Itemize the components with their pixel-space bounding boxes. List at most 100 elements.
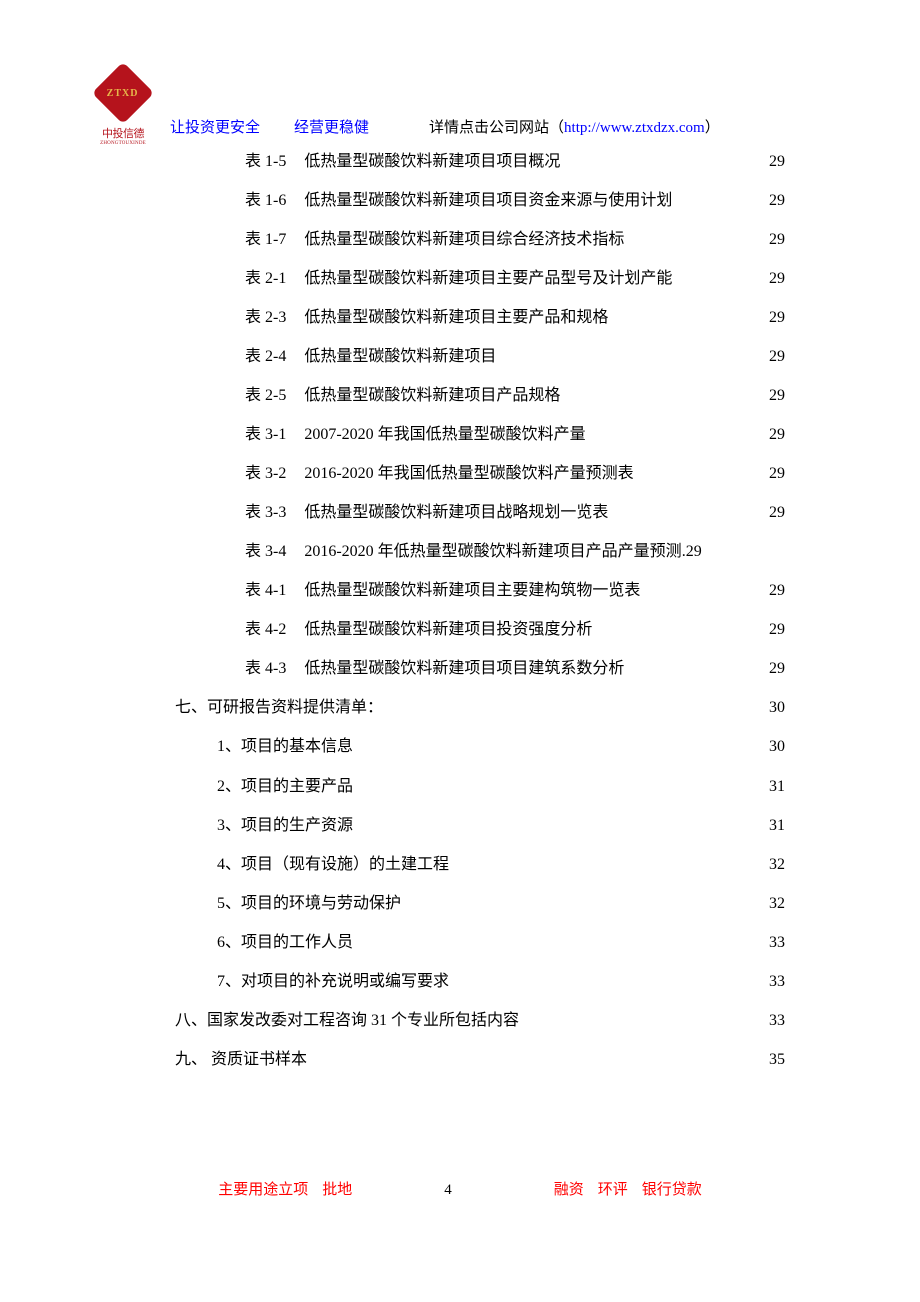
toc-page-number: 31 [769, 806, 785, 845]
toc-table-label: 表 4-1 [245, 571, 286, 610]
toc-row: 5、项目的环境与劳动保护 32 [175, 884, 785, 923]
toc-row: 3、项目的生产资源 31 [175, 806, 785, 845]
toc-table-label: 表 2-3 [245, 298, 286, 337]
toc-table-label: 表 2-5 [245, 376, 286, 415]
toc-page-number: 29 [769, 376, 785, 415]
toc-row: 表 2-3低热量型碳酸饮料新建项目主要产品和规格29 [175, 298, 785, 337]
toc-content: 表 1-5 低热量型碳酸饮料新建项目项目概况 29 表 1-6 低热量型碳酸饮料新建项目… [175, 142, 785, 1079]
footer-t3: 融资 [554, 1182, 584, 1198]
footer-t5: 银行贷款 [642, 1182, 702, 1198]
toc-title: 低热量型碳酸饮料新建项目投资强度分析 [304, 610, 592, 649]
toc-title: 7、对项目的补充说明或编写要求 [217, 962, 449, 1001]
toc-row: 表 1-6低热量型碳酸饮料新建项目项目资金来源与使用计划29 [175, 181, 785, 220]
toc-leader-dots [640, 579, 769, 595]
header-info-suffix: ） [705, 116, 720, 137]
toc-page-number: 33 [769, 923, 785, 962]
toc-title: 2016-2020 年我国低热量型碳酸饮料产量预测表 [304, 454, 633, 493]
toc-leader-dots [307, 1048, 769, 1064]
toc-title: 5、项目的环境与劳动保护 [217, 884, 401, 923]
footer-page-no: 4 [444, 1182, 452, 1198]
logo-subtext: ZHONGTOUXINDE [96, 141, 150, 146]
toc-table-label: 表 1-6 [245, 181, 286, 220]
toc-table-label: 表 3-4 [245, 532, 286, 571]
toc-page-number: 33 [769, 962, 785, 1001]
toc-page-number: 29 [686, 532, 702, 571]
toc-row: 九、 资质证书样本35 [175, 1040, 785, 1079]
toc-row: 表 3-1 2007-2020 年我国低热量型碳酸饮料产量 29 [175, 415, 785, 454]
logo-name: 中投信德 [96, 125, 150, 141]
toc-leader-dots [560, 150, 769, 166]
toc-title: 2007-2020 年我国低热量型碳酸饮料产量 [304, 415, 585, 454]
toc-leader-dots [449, 970, 769, 986]
toc-page-number: 32 [769, 884, 785, 923]
toc-page-number: 29 [769, 571, 785, 610]
toc-leader-dots [672, 189, 769, 205]
toc-page-number: 29 [769, 415, 785, 454]
toc-page-number: 32 [769, 845, 785, 884]
toc-row: 6、项目的工作人员 33 [175, 923, 785, 962]
logo-inner-text: ZTXD [107, 87, 139, 98]
toc-title: 3、项目的生产资源 [217, 806, 353, 845]
toc-row: 表 2-4 低热量型碳酸饮料新建项目 29 [175, 337, 785, 376]
toc-leader-dots [353, 735, 769, 751]
toc-title: 低热量型碳酸饮料新建项目项目概况 [304, 142, 560, 181]
footer-t2: 批地 [322, 1182, 352, 1198]
toc-leader-dots [383, 696, 769, 712]
footer-t1: 主要用途立项 [218, 1182, 308, 1198]
toc-page-number: 29 [769, 337, 785, 376]
toc-title: 4、项目（现有设施）的土建工程 [217, 845, 449, 884]
toc-page-number: 29 [769, 454, 785, 493]
toc-leader-dots [401, 892, 769, 908]
toc-table-label: 表 1-5 [245, 142, 286, 181]
toc-title: 6、项目的工作人员 [217, 923, 353, 962]
toc-row: 1、项目的基本信息30 [175, 727, 785, 766]
toc-table-label: 表 2-1 [245, 259, 286, 298]
toc-table-label: 表 2-4 [245, 337, 286, 376]
toc-leader-dots [634, 462, 769, 478]
toc-row: 表 1-7低热量型碳酸饮料新建项目综合经济技术指标29 [175, 220, 785, 259]
footer-t4: 环评 [598, 1182, 628, 1198]
toc-leader-dots [586, 423, 769, 439]
toc-title: 低热量型碳酸饮料新建项目项目资金来源与使用计划 [304, 181, 672, 220]
toc-page-number: 35 [769, 1040, 785, 1079]
toc-row: 表 3-3 低热量型碳酸饮料新建项目战略规划一览表 29 [175, 493, 785, 532]
toc-leader-dots [519, 1009, 769, 1025]
toc-leader-dots [608, 501, 769, 517]
toc-row: 表 1-5 低热量型碳酸饮料新建项目项目概况 29 [175, 142, 785, 181]
toc-leader-dots [449, 853, 769, 869]
toc-page-number: 29 [769, 220, 785, 259]
toc-table-label: 表 3-3 [245, 493, 286, 532]
toc-row: 7、对项目的补充说明或编写要求 33 [175, 962, 785, 1001]
toc-leader-dots [592, 618, 769, 634]
toc-row: 表 3-42016-2020 年低热量型碳酸饮料新建项目产品产量预测 .29 [175, 532, 785, 571]
toc-title: 八、国家发改委对工程咨询 31 个专业所包括内容 [175, 1001, 519, 1040]
toc-title: 低热量型碳酸饮料新建项目 [304, 337, 496, 376]
toc-table-label: 表 3-1 [245, 415, 286, 454]
toc-title: 低热量型碳酸饮料新建项目项目建筑系数分析 [304, 649, 624, 688]
toc-row: 表 2-5 低热量型碳酸饮料新建项目产品规格 29 [175, 376, 785, 415]
toc-leader-dots [624, 657, 769, 673]
toc-page-number: 29 [769, 493, 785, 532]
toc-leader-dots [496, 345, 769, 361]
toc-page-number: 29 [769, 142, 785, 181]
toc-row: 八、国家发改委对工程咨询 31 个专业所包括内容33 [175, 1001, 785, 1040]
toc-title: 低热量型碳酸饮料新建项目主要产品和规格 [304, 298, 608, 337]
toc-title: 七、可研报告资料提供清单： [175, 688, 383, 727]
page-footer: 主要用途立项批地 4 融资环评银行贷款 [0, 1178, 920, 1199]
header-url[interactable]: http://www.ztxdzx.com [564, 120, 705, 137]
toc-page-number: 31 [769, 767, 785, 806]
toc-title: 低热量型碳酸饮料新建项目战略规划一览表 [304, 493, 608, 532]
toc-leader-dots [353, 775, 769, 791]
toc-title: 低热量型碳酸饮料新建项目产品规格 [304, 376, 560, 415]
toc-title: 1、项目的基本信息 [217, 727, 353, 766]
toc-table-label: 表 1-7 [245, 220, 286, 259]
toc-page-number: 29 [769, 259, 785, 298]
toc-leader-dots [624, 228, 769, 244]
toc-leader-dots [672, 267, 769, 283]
brand-logo: ZTXD 中投信德 ZHONGTOUXINDE [96, 66, 150, 146]
toc-leader-dots [560, 384, 769, 400]
toc-row: 表 4-2低热量型碳酸饮料新建项目投资强度分析29 [175, 610, 785, 649]
logo-diamond-icon: ZTXD [92, 62, 154, 124]
toc-page-number: 29 [769, 649, 785, 688]
toc-title: 2016-2020 年低热量型碳酸饮料新建项目产品产量预测 [304, 532, 681, 571]
